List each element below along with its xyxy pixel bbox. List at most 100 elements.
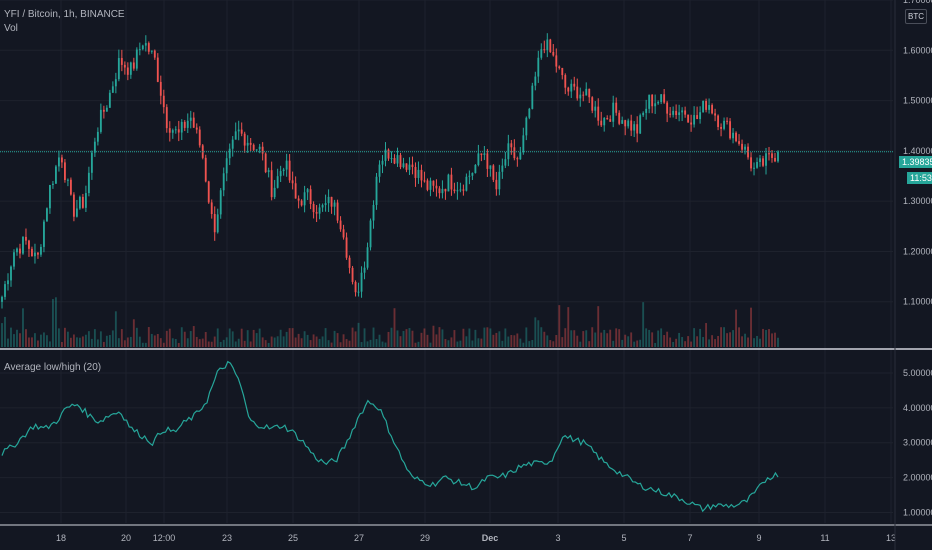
candle-body (225, 158, 228, 174)
volume-bar (390, 327, 393, 347)
candle-body (10, 266, 12, 281)
candle-body (645, 108, 648, 113)
time-tick-label: 11 (820, 533, 829, 543)
currency-button[interactable]: BTC (905, 9, 927, 24)
average-low-high-line (1, 360, 779, 513)
candle-body (144, 43, 147, 46)
candle-body (318, 207, 321, 214)
candle-body (375, 176, 378, 205)
candle-body (156, 57, 159, 82)
candle-body (513, 147, 516, 159)
volume-bar (396, 330, 399, 347)
volume-bar (78, 337, 81, 347)
candle-body (498, 171, 501, 190)
price-axis[interactable]: 1.10000 1.20000 1.30000 1.40000 1.50000 1.600… (903, 0, 932, 307)
volume-bar (579, 341, 582, 347)
candle-body (237, 129, 240, 132)
volume-bar (10, 327, 12, 347)
volume-bar (609, 329, 612, 347)
candle-body (249, 142, 252, 145)
candle-body (213, 214, 216, 233)
volume-bar (753, 338, 755, 347)
volume-bar (483, 327, 486, 347)
candle-body (378, 164, 381, 177)
volume-bar (156, 333, 159, 347)
volume-bar (13, 334, 15, 347)
candle-body (114, 79, 117, 87)
candle-body (525, 117, 528, 136)
candle-body (492, 165, 495, 180)
candle-body (279, 171, 282, 177)
candle-body (324, 203, 327, 206)
candle-body (657, 102, 660, 104)
candle-body (465, 176, 468, 191)
candle-body (441, 188, 444, 194)
candle-body (765, 153, 767, 166)
candle-body (612, 102, 615, 122)
candle-body (714, 113, 717, 116)
candle-body (195, 127, 198, 130)
indicator-title[interactable]: Average low/high (20) (4, 362, 102, 373)
volume-bar (240, 328, 243, 347)
candle-body (591, 97, 594, 111)
candle-body (75, 208, 78, 217)
volume-bar (492, 334, 495, 347)
candle-body (435, 185, 438, 189)
candle-body (291, 180, 294, 184)
volume-bar (129, 336, 132, 347)
candle-body (432, 180, 435, 186)
candle-body (768, 153, 770, 155)
last-price-tag: 1.39835 (899, 156, 932, 168)
candle-body (219, 190, 222, 215)
volume-bar (561, 337, 564, 347)
volume-bar (165, 330, 168, 347)
candle-body (210, 202, 213, 215)
indicator-axis[interactable]: 1.00000 2.00000 3.00000 4.00000 5.00000 (903, 368, 932, 518)
volume-bar (49, 341, 51, 347)
volume-bar (444, 339, 447, 347)
volume-bar (453, 330, 456, 347)
candle-body (177, 129, 180, 133)
candle-body (348, 257, 351, 268)
candle-body (474, 165, 477, 173)
volume-bar (573, 330, 576, 347)
volume-bar (360, 342, 363, 347)
volume-bar (420, 332, 423, 347)
candle-body (756, 162, 758, 168)
candle-body (123, 64, 126, 68)
candle-body (31, 248, 33, 257)
time-axis[interactable]: 18 20 12:00 23 25 27 29 Dec 3 5 7 9 11 13 (56, 533, 896, 543)
volume-bar (678, 332, 681, 347)
volume-bar (438, 327, 441, 347)
candle-body (222, 173, 225, 191)
candle-body (37, 252, 39, 255)
volume-bar (555, 335, 558, 347)
time-tick-label: 27 (354, 533, 364, 543)
volume-bar (93, 329, 96, 347)
volume-bar (84, 334, 87, 347)
candle-body (303, 192, 306, 206)
candle-body (648, 94, 651, 109)
volume-bar (195, 336, 198, 347)
volume-bar (162, 342, 165, 347)
symbol-title[interactable]: YFI / Bitcoin, 1h, BINANCE (4, 9, 125, 20)
volume-bar (186, 338, 189, 347)
candle-body (723, 120, 725, 129)
candle-body (336, 202, 339, 221)
volume-bar (600, 332, 603, 347)
volume-bar (72, 334, 75, 347)
candle-body (540, 49, 543, 58)
candle-body (55, 166, 57, 184)
volume-label[interactable]: Vol (4, 23, 18, 34)
volume-bar (765, 329, 767, 347)
volume-bar (738, 327, 740, 347)
candle-body (663, 94, 666, 103)
price-tick-label: 1.70000 (903, 0, 932, 5)
volume-bar (474, 329, 477, 347)
volume-bar (708, 339, 711, 347)
volume-bar (69, 337, 72, 347)
volume-bar (180, 327, 183, 347)
volume-bar (468, 328, 471, 347)
volume-bar (486, 327, 489, 347)
